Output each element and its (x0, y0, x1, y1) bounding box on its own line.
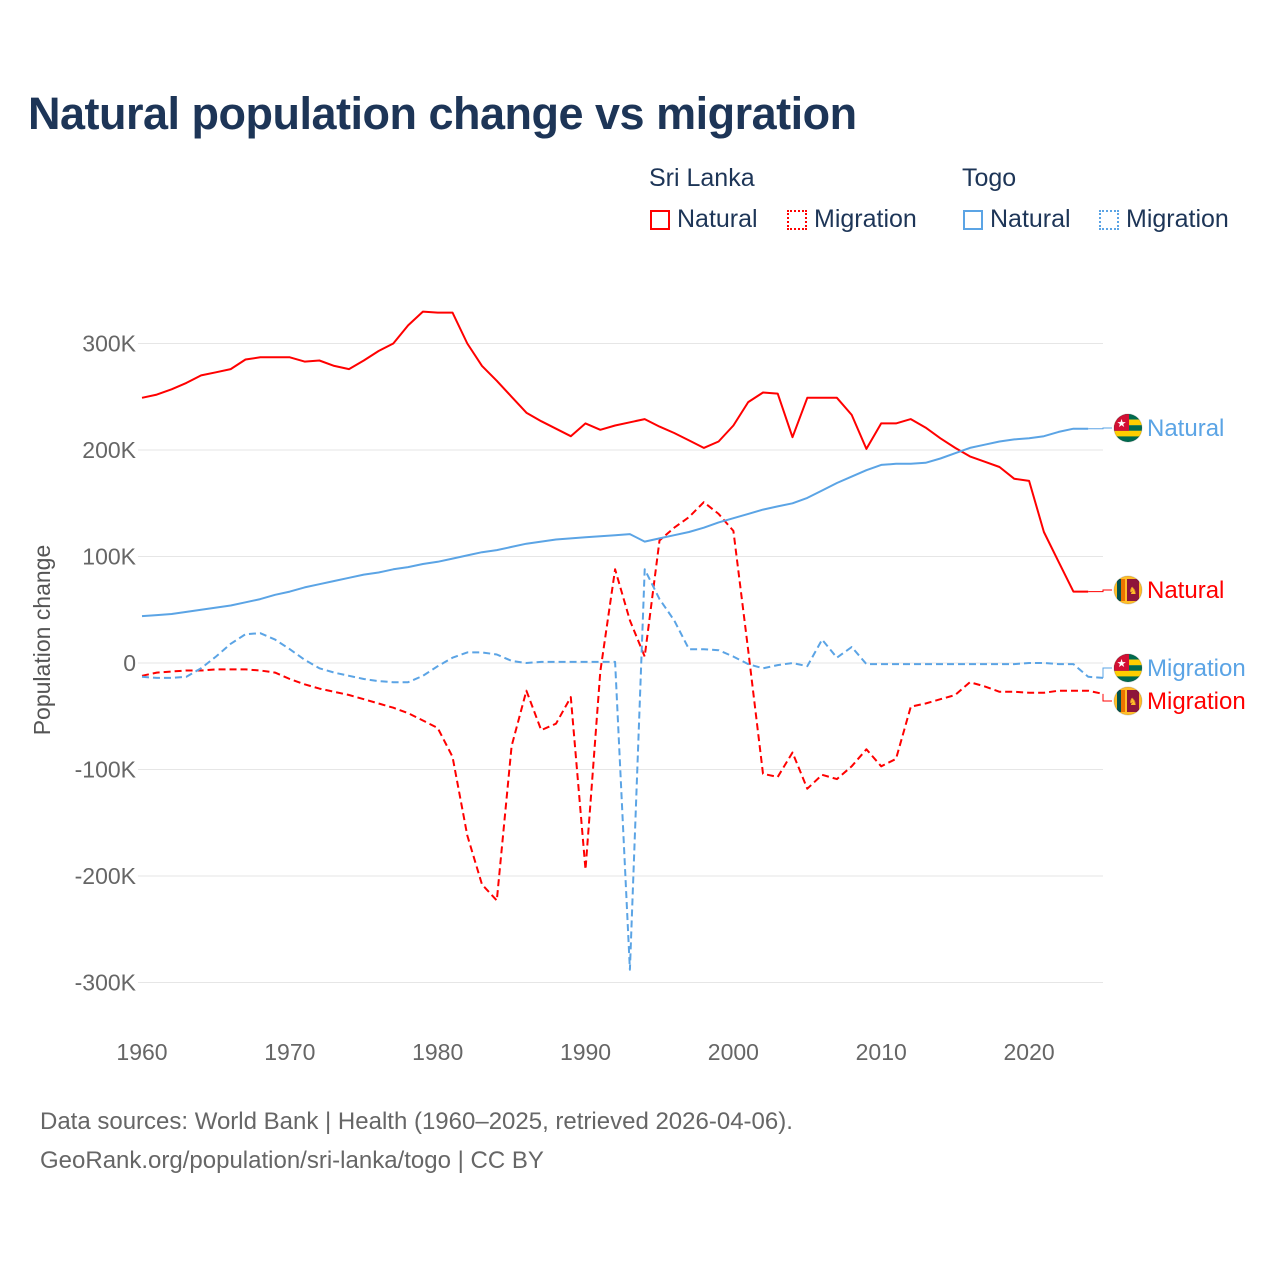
y-tick-label: 200K (82, 437, 136, 463)
series-line-sri-lanka-migration (141, 501, 1104, 902)
legend-label: Migration (1126, 205, 1229, 233)
flag-body: ♞ (1114, 576, 1142, 604)
legend-togo-migration[interactable]: Migration (1099, 205, 1229, 234)
label-connector (1102, 667, 1112, 678)
label-connector (1088, 589, 1112, 593)
flag-stripe (1114, 430, 1142, 437)
y-tick-label: -200K (75, 863, 137, 889)
togo-flag-icon: ★ (1113, 413, 1143, 443)
series-line-togo-migration (141, 568, 1104, 971)
legend-togo-natural[interactable]: Natural (963, 205, 1071, 234)
flag-maroon (1127, 690, 1139, 712)
end-label: Migration (1147, 655, 1246, 682)
y-tick-label: -100K (75, 757, 137, 783)
legend-label: Migration (814, 205, 917, 233)
x-tick-label: 2000 (708, 1039, 759, 1065)
label-connector (1088, 427, 1112, 430)
y-axis-label: Population change (29, 545, 55, 736)
flag-border (1113, 413, 1143, 443)
flag-orange (1121, 690, 1125, 712)
dotted-swatch-icon (1099, 209, 1119, 230)
y-tick-label: -300K (75, 970, 137, 996)
solid-swatch-icon (963, 209, 983, 230)
flag-border (1113, 575, 1143, 605)
flag-maroon (1127, 579, 1139, 601)
sri-lanka-flag-icon: ♞ (1113, 575, 1143, 605)
legend-sri-lanka-migration[interactable]: Migration (787, 205, 917, 234)
legend-sri-lanka-natural[interactable]: Natural (650, 205, 758, 234)
solid-swatch-icon (650, 209, 670, 230)
footer-link[interactable]: GeoRank.org/population/sri-lanka/togo | … (40, 1147, 544, 1174)
lion-icon: ♞ (1129, 586, 1138, 597)
end-label: Natural (1147, 577, 1224, 604)
footer-sources: Data sources: World Bank | Health (1960–… (40, 1108, 793, 1135)
star-icon: ★ (1117, 658, 1127, 670)
label-connector (1102, 693, 1112, 702)
x-tick-label: 1980 (412, 1039, 463, 1065)
y-tick-label: 300K (82, 331, 136, 357)
x-tick-label: 1960 (116, 1039, 167, 1065)
flag-body: ♞ (1114, 687, 1142, 715)
chart-title: Natural population change vs migration (28, 88, 857, 139)
flag-orange (1121, 579, 1125, 601)
legend-group-sri-lanka: Sri Lanka (649, 164, 755, 192)
flag-green (1117, 690, 1121, 712)
lion-icon: ♞ (1129, 697, 1138, 708)
end-label: Migration (1147, 688, 1246, 715)
flag-stripe (1114, 676, 1142, 682)
y-tick-label: 100K (82, 544, 136, 570)
flag-stripe (1114, 436, 1142, 442)
legend-group-togo: Togo (962, 164, 1017, 192)
dotted-swatch-icon (787, 209, 807, 230)
series-line-sri-lanka-natural (141, 310, 1089, 593)
x-tick-label: 1990 (560, 1039, 611, 1065)
x-tick-label: 1970 (264, 1039, 315, 1065)
sri-lanka-flag-icon: ♞ (1113, 686, 1143, 716)
star-icon: ★ (1117, 418, 1127, 430)
legend-label: Natural (677, 205, 758, 233)
end-label: Natural (1147, 415, 1224, 442)
flag-stripe (1114, 670, 1142, 677)
x-tick-label: 2020 (1003, 1039, 1054, 1065)
flag-border (1113, 686, 1143, 716)
y-tick-label: 0 (123, 650, 136, 676)
series-line-togo-natural (141, 427, 1089, 618)
flag-border (1113, 653, 1143, 683)
legend-label: Natural (990, 205, 1071, 233)
x-tick-label: 2010 (856, 1039, 907, 1065)
chart-area: 300K 200K 100K 0 -100K -200K -300K 1960 1970 1980… (29, 310, 1246, 1065)
flag-green (1117, 579, 1121, 601)
togo-flag-icon: ★ (1113, 653, 1143, 683)
